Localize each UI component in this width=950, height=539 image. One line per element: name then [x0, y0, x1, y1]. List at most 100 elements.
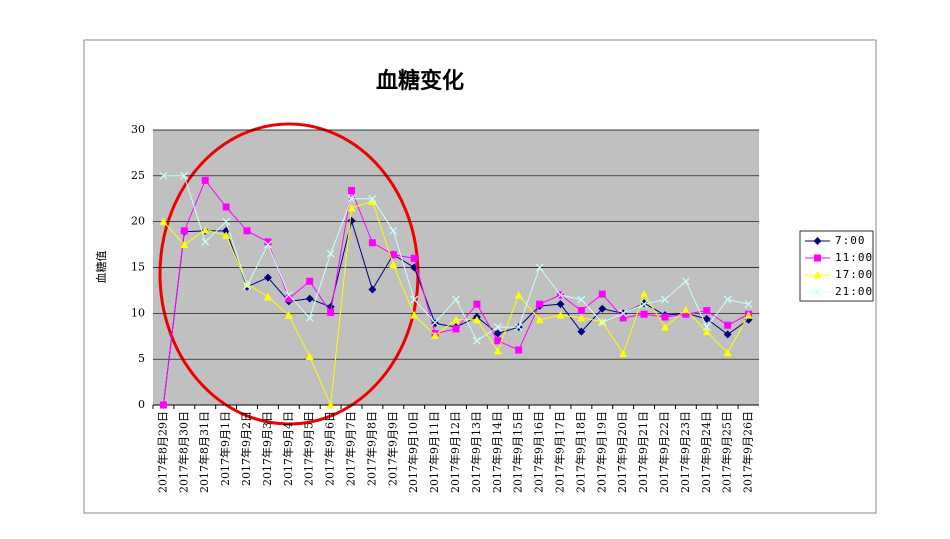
data-point — [619, 349, 628, 358]
x-tick-label: 2017年9月18日 — [573, 411, 587, 493]
x-tick-label: 2017年9月17日 — [552, 411, 566, 493]
data-point — [348, 187, 356, 194]
data-point — [452, 295, 460, 304]
data-point — [723, 348, 732, 357]
x-tick-label: 2017年9月24日 — [699, 411, 713, 493]
data-point — [724, 321, 732, 329]
data-point — [577, 327, 586, 336]
y-tick-label: 25 — [131, 169, 145, 182]
highlight-ellipse — [158, 122, 420, 426]
data-point — [410, 254, 418, 262]
data-point — [389, 226, 398, 235]
data-point — [682, 310, 690, 318]
data-point — [431, 318, 440, 327]
data-point — [598, 304, 607, 313]
data-point — [577, 313, 586, 322]
data-point — [222, 217, 231, 226]
data-point — [327, 308, 335, 316]
data-point — [598, 318, 607, 327]
data-point — [744, 300, 753, 309]
data-point — [452, 315, 460, 324]
data-point — [514, 291, 523, 299]
data-point — [640, 290, 649, 298]
data-point — [556, 300, 565, 309]
x-tick-label: 2017年9月6日 — [323, 411, 337, 486]
legend-label: 17:00 — [835, 268, 873, 281]
data-point — [306, 277, 314, 285]
data-point — [243, 227, 251, 235]
data-point — [263, 273, 272, 282]
data-point — [577, 295, 586, 304]
x-tick-label: 2017年8月29日 — [155, 411, 169, 493]
data-point — [201, 176, 209, 184]
data-point — [598, 290, 606, 298]
data-point — [702, 327, 711, 336]
data-point — [702, 323, 711, 332]
data-point — [535, 315, 544, 324]
data-point — [535, 263, 544, 272]
data-point — [368, 194, 377, 203]
data-point — [389, 260, 398, 269]
data-point — [744, 311, 753, 319]
data-point — [410, 295, 419, 304]
data-point — [263, 292, 272, 301]
data-point — [159, 171, 168, 180]
data-point — [556, 311, 565, 319]
data-point — [368, 197, 377, 205]
data-point — [347, 203, 356, 212]
data-point — [201, 237, 210, 246]
data-point — [285, 295, 293, 303]
data-point — [473, 300, 481, 308]
y-tick-label: 5 — [138, 352, 145, 365]
x-tick-label: 2017年9月21日 — [636, 411, 650, 493]
data-point — [493, 346, 502, 355]
x-tick-label: 2017年9月7日 — [344, 411, 358, 486]
x-tick-label: 2017年9月14日 — [490, 411, 504, 493]
data-point — [180, 240, 189, 249]
data-point — [222, 203, 230, 211]
data-point — [556, 291, 565, 299]
data-point — [326, 401, 335, 409]
data-point — [326, 249, 335, 258]
data-point — [368, 239, 376, 247]
y-tick-label: 0 — [138, 398, 145, 411]
data-point — [243, 281, 251, 290]
data-point — [243, 280, 252, 288]
data-point — [305, 352, 314, 360]
data-point — [472, 315, 481, 324]
data-point — [493, 329, 502, 338]
legend-marker — [813, 271, 822, 279]
x-tick-label: 2017年8月31日 — [197, 411, 211, 493]
x-tick-label: 2017年9月15日 — [511, 411, 525, 493]
x-tick-label: 2017年9月5日 — [302, 411, 316, 486]
data-point — [472, 336, 481, 345]
data-point — [577, 307, 585, 315]
data-point — [410, 311, 419, 319]
x-tick-label: 2017年9月3日 — [260, 411, 274, 486]
x-tick-label: 2017年9月9日 — [385, 411, 399, 486]
legend-label: 21:00 — [835, 285, 873, 298]
data-point — [305, 313, 314, 322]
data-point — [681, 277, 690, 286]
x-tick-label: 2017年8月30日 — [176, 411, 190, 493]
legend-label: 11:00 — [835, 251, 873, 264]
data-point — [660, 323, 669, 331]
data-point — [702, 314, 711, 323]
x-tick-label: 2017年9月12日 — [448, 411, 462, 493]
data-point — [536, 300, 544, 308]
x-tick-label: 2017年9月11日 — [427, 411, 441, 493]
x-tick-label: 2017年9月13日 — [469, 411, 483, 493]
x-tick-label: 2017年9月1日 — [218, 411, 232, 486]
data-point — [723, 295, 732, 304]
data-point — [514, 323, 523, 332]
data-point — [264, 240, 272, 249]
x-tick-label: 2017年9月22日 — [657, 411, 671, 493]
data-point — [681, 305, 690, 314]
data-point — [284, 291, 293, 299]
data-point — [368, 285, 377, 294]
data-point — [493, 323, 502, 332]
data-point — [494, 337, 502, 345]
data-point — [201, 225, 210, 234]
data-point — [452, 325, 460, 333]
